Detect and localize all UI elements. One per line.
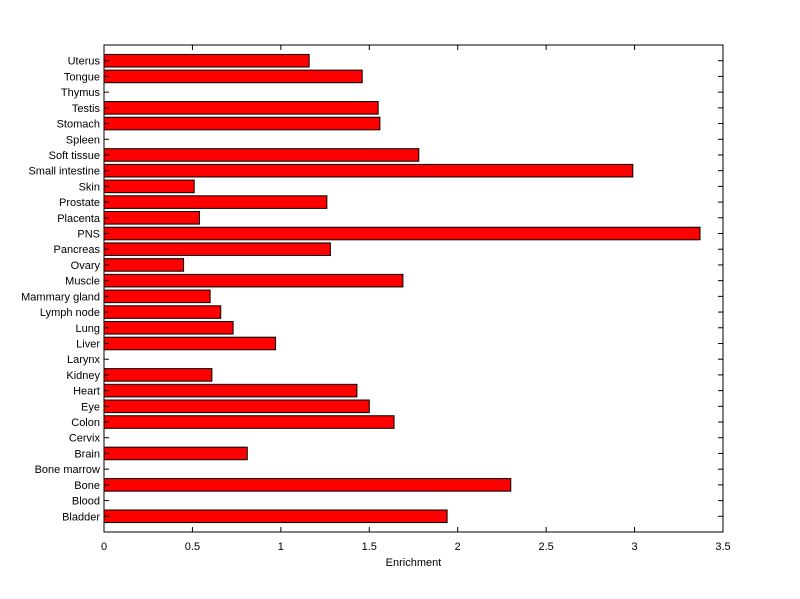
bar-lung bbox=[103, 320, 234, 335]
y-tick-label: Mammary gland bbox=[21, 291, 100, 303]
bar-heart bbox=[103, 383, 358, 398]
x-tick-label: 0.5 bbox=[185, 541, 200, 553]
bar-muscle bbox=[103, 273, 404, 288]
bar-placenta bbox=[103, 211, 201, 225]
y-tick-label: Pancreas bbox=[54, 244, 101, 256]
bar-mammary-gland bbox=[103, 289, 211, 304]
y-tick-label: Ovary bbox=[71, 260, 101, 272]
y-tick-label: Eye bbox=[81, 401, 100, 413]
bar-soft-tissue bbox=[103, 148, 420, 162]
bar-pns bbox=[103, 226, 701, 241]
y-tick-label: Muscle bbox=[65, 276, 100, 288]
x-tick-label: 2.5 bbox=[538, 541, 553, 553]
bar-pancreas bbox=[103, 242, 331, 257]
bar-bone bbox=[103, 478, 512, 492]
y-tick-label: Testis bbox=[72, 103, 101, 115]
y-tick-label: Bladder bbox=[62, 511, 100, 523]
y-tick-label: Tongue bbox=[64, 71, 100, 83]
y-tick-label: Liver bbox=[76, 338, 100, 350]
y-tick-label: Heart bbox=[73, 386, 100, 398]
y-tick-label: Soft tissue bbox=[49, 150, 100, 162]
y-tick-label: Blood bbox=[72, 496, 100, 508]
y-tick-label: Stomach bbox=[57, 119, 100, 131]
y-tick-label: Kidney bbox=[66, 370, 100, 382]
y-tick-label: Placenta bbox=[57, 213, 101, 225]
y-tick-label: Brain bbox=[74, 448, 100, 460]
y-tick-label: Spleen bbox=[66, 134, 100, 146]
x-tick-label: 3 bbox=[632, 541, 638, 553]
x-tick-label: 1 bbox=[278, 541, 284, 553]
y-tick-label: Cervix bbox=[69, 433, 101, 445]
bar-liver bbox=[103, 336, 277, 351]
x-tick-label: 1.5 bbox=[362, 541, 377, 553]
y-tick-label: Prostate bbox=[59, 197, 100, 209]
bar-tongue bbox=[103, 69, 363, 84]
x-tick-label: 3.5 bbox=[715, 541, 730, 553]
bar-ovary bbox=[103, 258, 185, 272]
y-tick-label: Lymph node bbox=[40, 307, 100, 319]
bar-prostate bbox=[103, 195, 328, 209]
bar-eye bbox=[103, 399, 370, 414]
bar-stomach bbox=[103, 116, 381, 131]
bar-lymph-node bbox=[103, 305, 222, 319]
y-tick-label: Colon bbox=[71, 417, 100, 429]
x-tick-label: 0 bbox=[101, 541, 107, 553]
y-tick-label: Thymus bbox=[61, 87, 101, 99]
y-tick-label: Uterus bbox=[68, 56, 101, 68]
bar-bladder bbox=[103, 509, 448, 524]
bar-testis bbox=[103, 101, 379, 115]
bars-group bbox=[103, 53, 701, 524]
bar-colon bbox=[103, 415, 395, 429]
bar-small-intestine bbox=[103, 163, 634, 178]
bar-kidney bbox=[103, 368, 213, 382]
y-tick-label: Lung bbox=[76, 323, 100, 335]
y-tick-label: Small intestine bbox=[28, 166, 100, 178]
plot-frame bbox=[103, 44, 724, 533]
x-axis-label: Enrichment bbox=[386, 557, 442, 569]
x-tick-label: 2 bbox=[455, 541, 461, 553]
y-tick-label: Bone marrow bbox=[35, 464, 100, 476]
bar-skin bbox=[103, 179, 195, 194]
y-tick-label: Bone bbox=[74, 480, 100, 492]
bar-uterus bbox=[103, 53, 310, 68]
y-tick-label: Skin bbox=[79, 181, 100, 193]
ticks-group: Bladder Blood Bone Bone marrow Brain Cervix Co… bbox=[21, 45, 731, 553]
y-tick-label: Larynx bbox=[67, 354, 101, 366]
bar-brain bbox=[103, 446, 248, 461]
y-tick-label: PNS bbox=[77, 229, 100, 241]
